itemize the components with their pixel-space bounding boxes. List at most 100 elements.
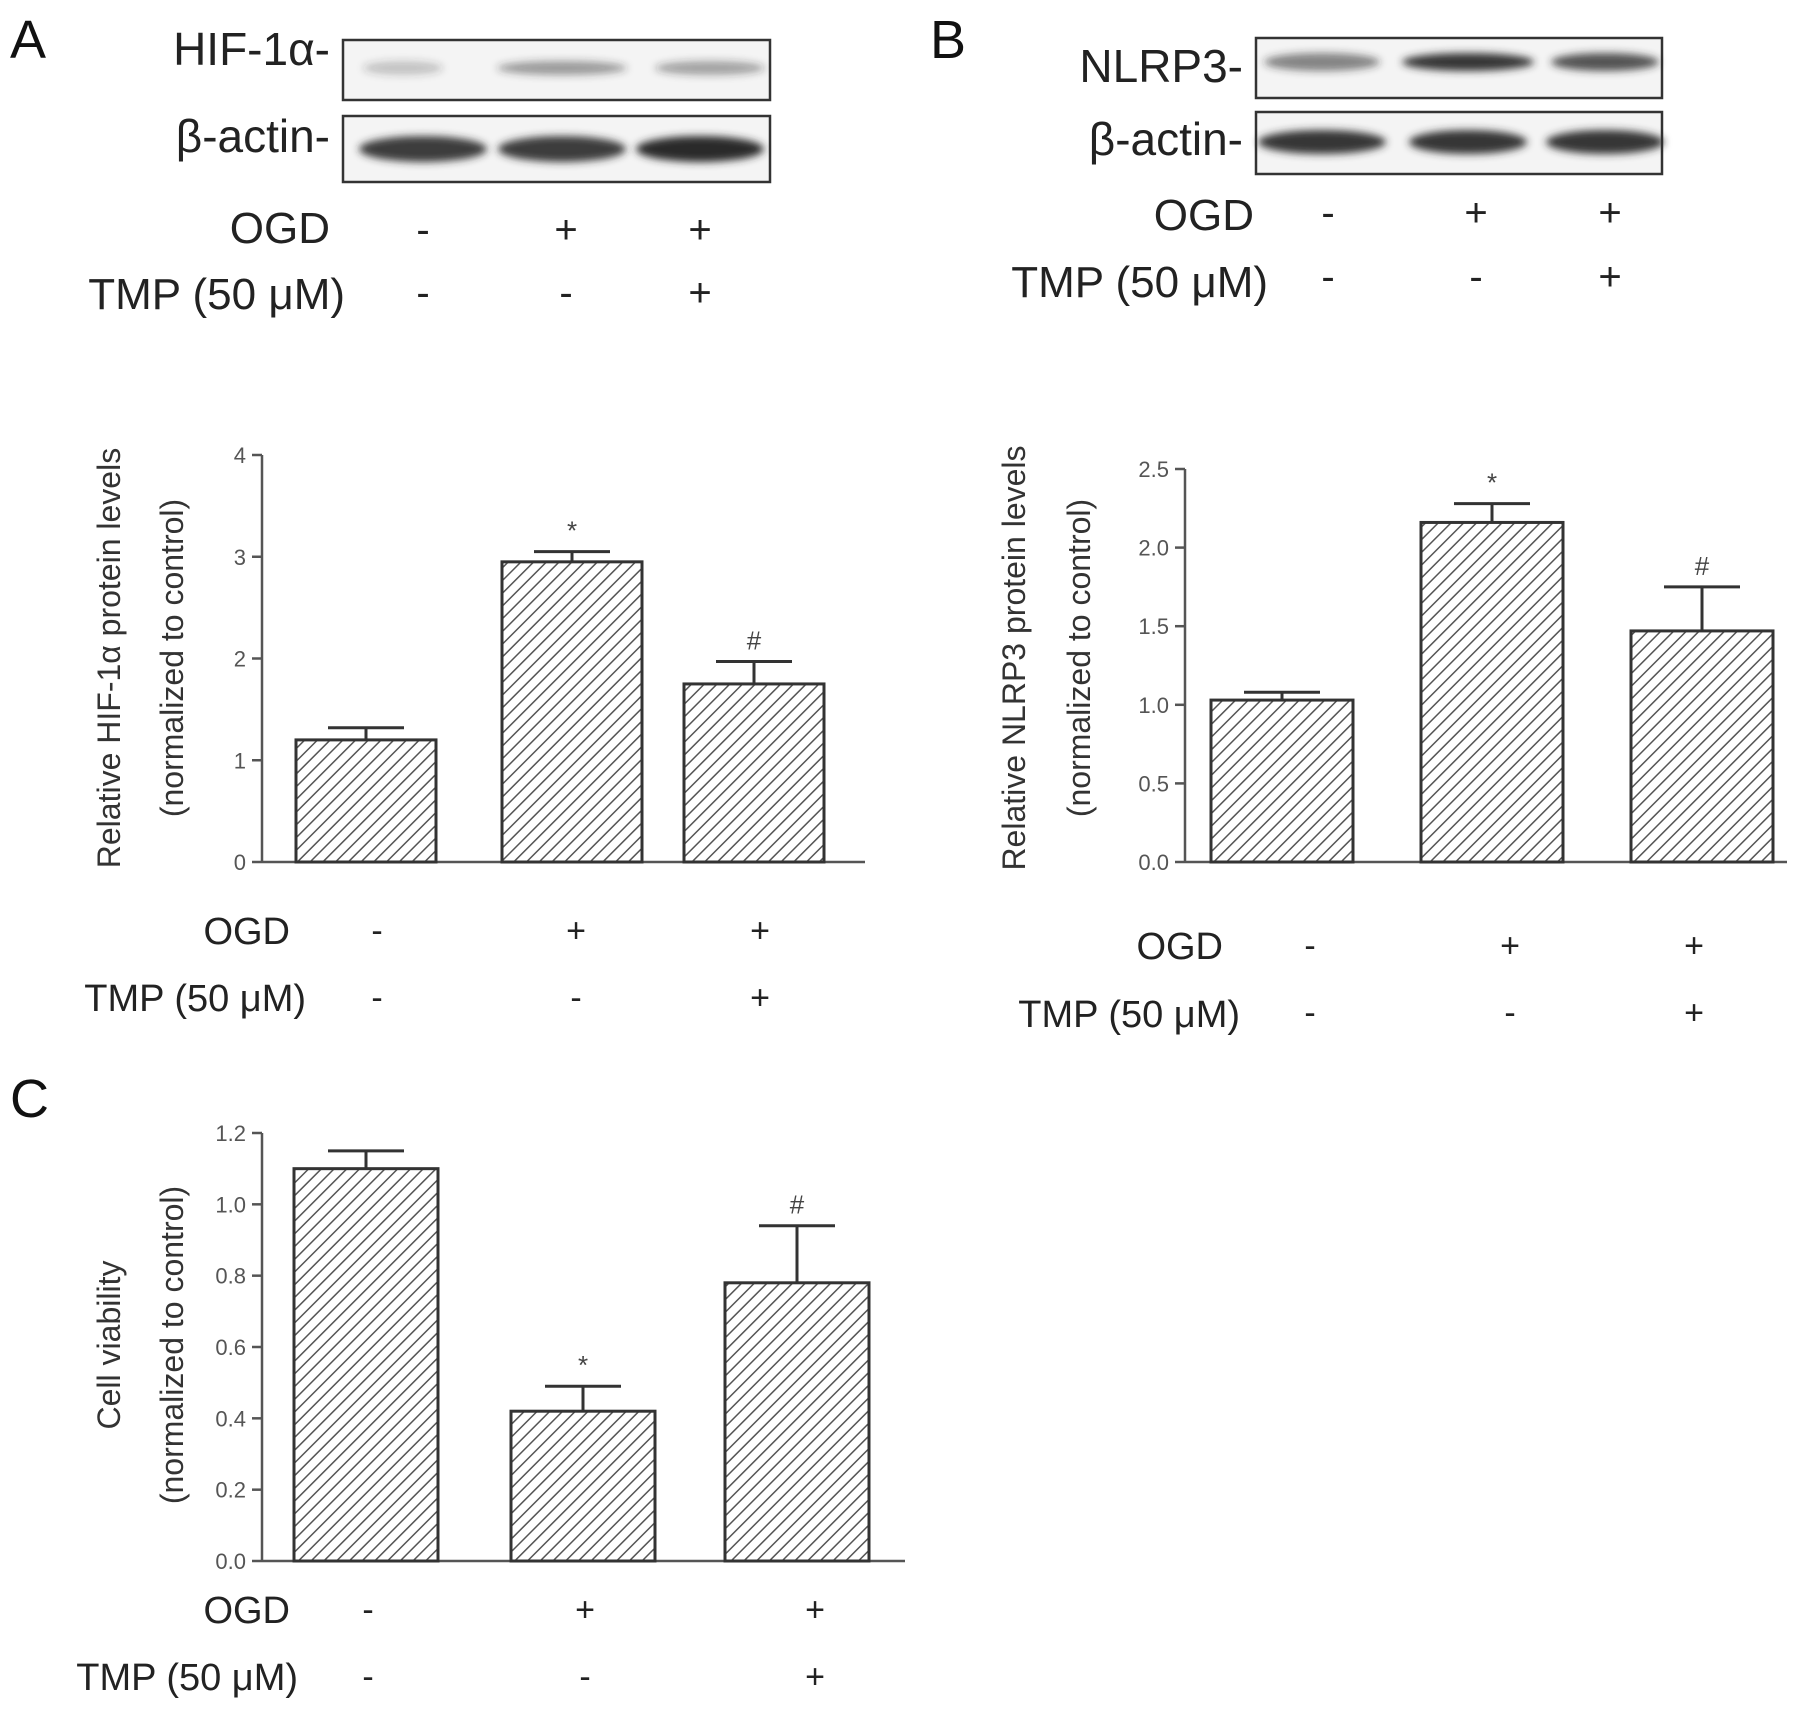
chart-c-bar: [509, 1409, 657, 1563]
blot-band: [636, 136, 764, 162]
chart-b-nlrp3-bar-chart: 0.0 0.5 1.0 1.5 2.0 2.5 Relative NLRP3 protein…: [996, 445, 1787, 875]
chart-a-significance-mark: #: [747, 626, 762, 656]
chart-a-significance-mark: *: [567, 516, 577, 546]
blot-band: [655, 61, 765, 75]
chart-c-cell-viability-bar-chart: 0.0 0.2 0.4 0.6 0.8 1.0 1.2 Cell viability (norm…: [91, 1121, 905, 1574]
chart-b-y-axis-label: Relative NLRP3 protein levels: [996, 445, 1032, 870]
chart-b-condition-ogd: OGD: [1136, 926, 1223, 968]
panel-letter-b: B: [930, 10, 966, 70]
chart-b-symbol: -: [1504, 994, 1515, 1032]
blot-band: [1264, 53, 1380, 71]
chart-c-y-axis-label: (normalized to control): [154, 1186, 190, 1504]
chart-a-symbol: -: [371, 979, 382, 1017]
chart-c-symbol: -: [362, 1658, 373, 1696]
blot-band: [1546, 130, 1664, 154]
chart-c-y-tick-label: 1.0: [215, 1192, 246, 1217]
blot-a-symbol: -: [559, 271, 572, 315]
blot-band: [359, 136, 487, 162]
chart-b-y-tick-label: 0.0: [1138, 850, 1169, 875]
chart-c-y-tick-label: 0.6: [215, 1335, 246, 1360]
chart-a-y-tick-label: 0: [234, 850, 246, 875]
blot-b-protein-label: NLRP3-: [1079, 40, 1243, 92]
chart-b-y-tick-label: 2.0: [1138, 536, 1169, 561]
blot-b-symbol: +: [1464, 191, 1487, 235]
blot-b-symbol: +: [1598, 255, 1621, 299]
chart-c-bar: [723, 1281, 871, 1563]
chart-c-symbol: +: [805, 1591, 825, 1629]
blot-band: [1551, 53, 1659, 71]
chart-c-bar: [292, 1167, 440, 1563]
chart-b-y-tick-label: 1.0: [1138, 693, 1169, 718]
chart-c-y-axis-label: Cell viability: [91, 1261, 127, 1430]
chart-c-y-tick-label: 0.2: [215, 1478, 246, 1503]
chart-a-y-tick-label: 4: [234, 443, 246, 468]
chart-b-y-tick-label: 2.5: [1138, 457, 1169, 482]
blot-b-symbol: -: [1469, 255, 1482, 299]
blot-band: [1409, 130, 1527, 154]
chart-c-significance-mark: #: [790, 1190, 805, 1220]
chart-c-symbol: +: [575, 1591, 595, 1629]
blot-b-symbol: +: [1598, 191, 1621, 235]
chart-a-hif1a-bar-chart: 0 1 2 3 4 Relative HIF-1α protein levels (norm…: [91, 443, 865, 875]
blot-a-symbol: -: [416, 208, 429, 252]
blot-band: [497, 61, 627, 75]
chart-b-symbol: -: [1304, 994, 1315, 1032]
blot-b-symbol: -: [1321, 255, 1334, 299]
chart-c-condition-tmp: TMP (50 μM): [76, 1657, 298, 1699]
chart-b-bar: [1629, 629, 1775, 864]
chart-a-bar: [294, 738, 438, 864]
chart-a-symbol: -: [570, 979, 581, 1017]
chart-c-symbol: -: [362, 1591, 373, 1629]
blot-band: [1402, 53, 1534, 71]
chart-c-y-tick-label: 0.4: [215, 1406, 246, 1431]
blot-b-condition-tmp: TMP (50 μM): [1011, 258, 1268, 307]
chart-b-symbol: +: [1684, 994, 1704, 1032]
panel-a-western-blot: HIF-1α- β-actin- OGD TMP (50 μM) - + + -…: [88, 23, 772, 319]
chart-c-condition-ogd: OGD: [203, 1590, 290, 1632]
chart-c-symbol: +: [805, 1658, 825, 1696]
chart-b-symbol: +: [1684, 927, 1704, 965]
chart-b-bar: [1419, 520, 1565, 864]
chart-a-bar: [682, 682, 826, 864]
chart-b-conditions: OGD TMP (50 μM) - + + - - +: [1018, 926, 1704, 1036]
blot-band: [498, 136, 626, 162]
blot-b-symbol: -: [1321, 191, 1334, 235]
chart-a-symbol: +: [566, 912, 586, 950]
chart-c-symbol: -: [579, 1658, 590, 1696]
chart-a-symbol: +: [750, 979, 770, 1017]
chart-b-y-axis-label: (normalized to control): [1061, 499, 1097, 817]
chart-c-y-tick-label: 1.2: [215, 1121, 246, 1146]
blot-band: [363, 61, 443, 75]
blot-a-condition-tmp: TMP (50 μM): [88, 270, 345, 319]
chart-c-conditions: OGD TMP (50 μM) - + + - - +: [76, 1590, 825, 1699]
chart-c-significance-mark: *: [578, 1350, 588, 1380]
chart-a-symbol: -: [371, 912, 382, 950]
blot-b-condition-ogd: OGD: [1154, 191, 1254, 240]
chart-a-bar: [500, 560, 644, 864]
panel-letter-a: A: [10, 10, 46, 70]
blot-a-loading-label: β-actin-: [176, 110, 330, 162]
chart-a-y-axis-label: Relative HIF-1α protein levels: [91, 448, 127, 868]
blot-a-symbol: -: [416, 271, 429, 315]
chart-b-condition-tmp: TMP (50 μM): [1018, 994, 1240, 1036]
blot-a-condition-ogd: OGD: [230, 204, 330, 253]
chart-a-y-tick-label: 2: [234, 647, 246, 672]
chart-a-y-axis-label: (normalized to control): [154, 499, 190, 817]
blot-a-symbol: +: [688, 271, 711, 315]
chart-c-y-tick-label: 0.8: [215, 1264, 246, 1289]
chart-b-y-tick-label: 0.5: [1138, 771, 1169, 796]
chart-a-condition-tmp: TMP (50 μM): [84, 978, 306, 1020]
chart-b-bar: [1209, 698, 1355, 864]
blot-a-symbol: +: [554, 208, 577, 252]
blot-a-protein-label: HIF-1α-: [173, 23, 330, 75]
chart-b-symbol: +: [1500, 927, 1520, 965]
chart-a-y-tick-label: 1: [234, 748, 246, 773]
chart-c-y-tick-label: 0.0: [215, 1549, 246, 1574]
blot-a-symbol: +: [688, 208, 711, 252]
chart-a-y-tick-label: 3: [234, 545, 246, 570]
panel-letter-c: C: [10, 1069, 49, 1129]
chart-b-symbol: -: [1304, 927, 1315, 965]
chart-a-conditions: OGD TMP (50 μM) - + + - - +: [84, 911, 770, 1020]
chart-a-symbol: +: [750, 912, 770, 950]
